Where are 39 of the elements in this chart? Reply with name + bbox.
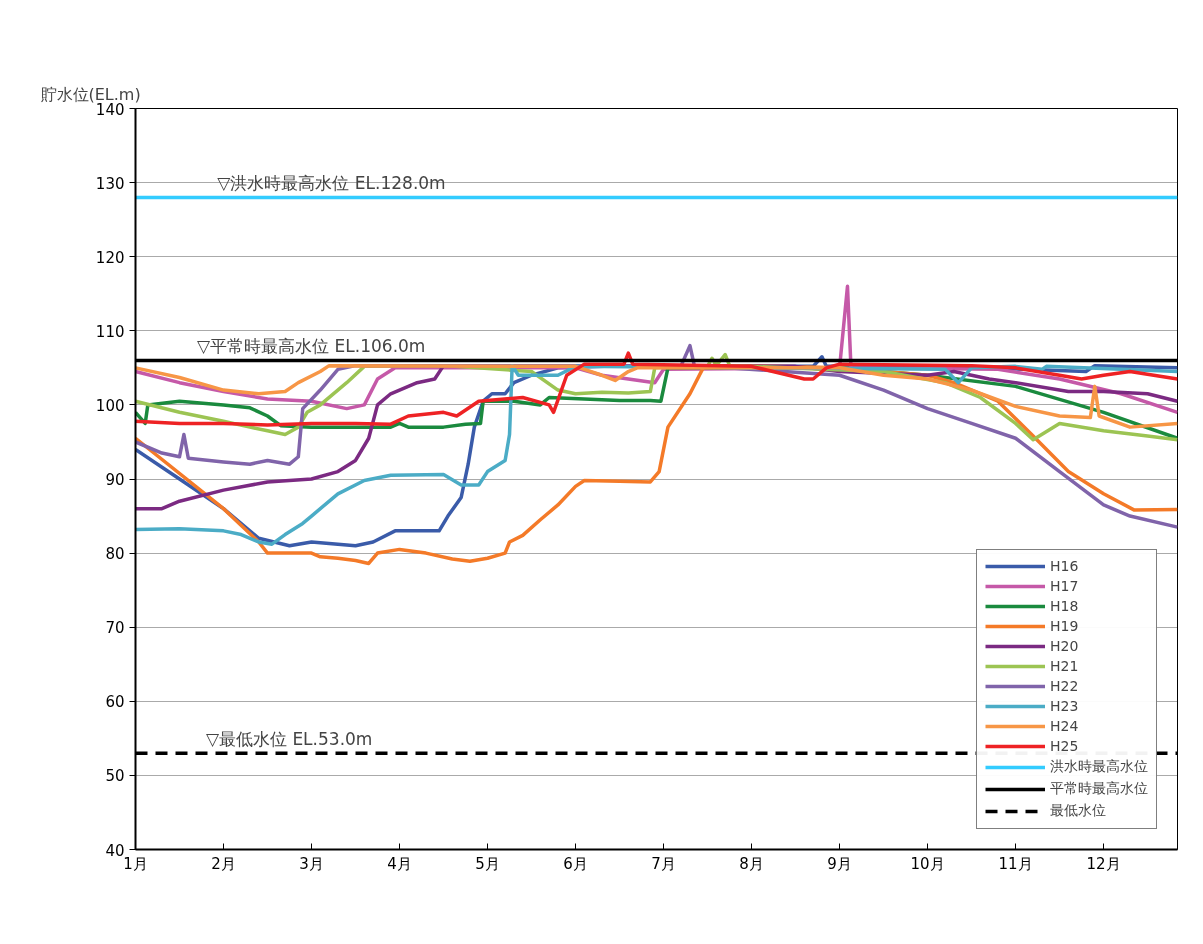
legend-label: 平常時最高水位 (1050, 780, 1148, 798)
legend-label: H17 (1050, 578, 1079, 594)
legend-label: H18 (1050, 598, 1079, 614)
y-tick-label: 60 (105, 693, 125, 712)
y-tick-label: 110 (95, 322, 125, 341)
x-tick-label: 4月 (387, 854, 412, 873)
legend-label: H25 (1050, 738, 1079, 754)
y-tick-label: 40 (105, 841, 125, 860)
legend-label: H24 (1050, 718, 1079, 734)
y-tick-label: 130 (95, 174, 125, 193)
x-tick-label: 3月 (299, 854, 324, 873)
y-tick-label: 120 (95, 248, 125, 267)
x-tick-label: 10月 (910, 854, 945, 873)
annotation: ▽最低水位 EL.53.0m (205, 729, 373, 750)
legend-label: H22 (1050, 678, 1079, 694)
x-tick-label: 7月 (651, 854, 676, 873)
y-tick-label: 70 (105, 619, 125, 638)
y-tick-label: 80 (105, 545, 125, 564)
x-tick-label: 12月 (1086, 854, 1121, 873)
legend-label: H20 (1050, 638, 1079, 654)
legend-label: H16 (1050, 558, 1079, 574)
x-tick-label: 8月 (739, 854, 764, 873)
x-tick-label: 1月 (123, 854, 148, 873)
line-series (135, 363, 1178, 429)
legend-label: 洪水時最高水位 (1050, 758, 1148, 776)
y-tick-label: 90 (105, 471, 125, 489)
legend-label: 最低水位 (1050, 802, 1106, 820)
legend-label: H19 (1050, 618, 1079, 634)
x-tick-label: 6月 (563, 854, 588, 873)
y-tick-label: 100 (95, 396, 125, 415)
x-tick-label: 9月 (827, 854, 852, 873)
x-tick-label: 2月 (211, 854, 236, 873)
annotation: ▽平常時最高水位 EL.106.0m (197, 336, 426, 357)
legend-label: H21 (1050, 658, 1079, 674)
legend-label: H23 (1050, 698, 1079, 714)
y-tick-label: 50 (105, 767, 125, 786)
annotation: ▽洪水時最高水位 EL.128.0m (217, 173, 446, 194)
x-tick-label: 11月 (998, 854, 1033, 873)
x-tick-label: 5月 (475, 854, 500, 873)
